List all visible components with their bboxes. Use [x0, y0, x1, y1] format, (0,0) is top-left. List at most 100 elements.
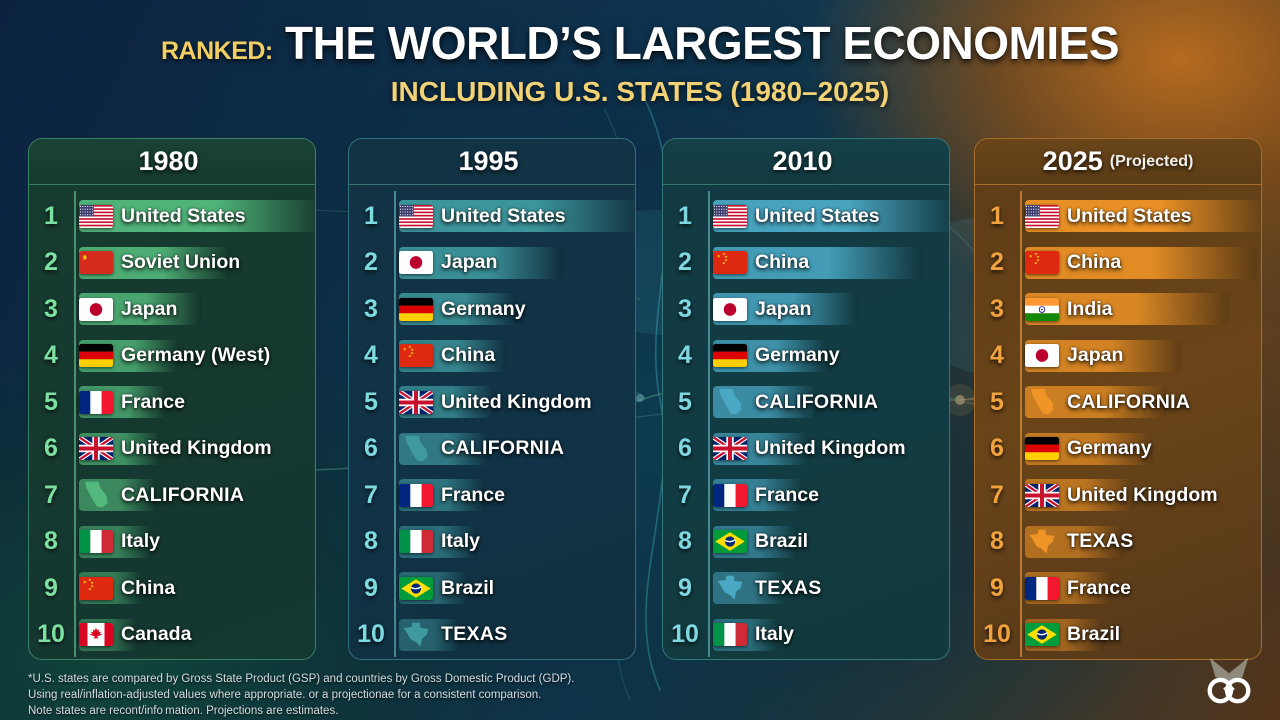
flag-de-icon — [399, 297, 433, 321]
rank-number: 7 — [44, 480, 58, 509]
rank-number: 1 — [44, 201, 58, 230]
economy-name: China — [441, 344, 496, 367]
ranking-row: 4 Japan — [975, 333, 1261, 380]
row-content: France — [1019, 576, 1131, 600]
rank-number: 9 — [364, 573, 378, 602]
row-content: China — [1019, 251, 1122, 275]
rank-number: 7 — [678, 480, 692, 509]
ranking-row: 9 France — [975, 565, 1261, 612]
row-content: Japan — [73, 297, 177, 321]
row-content: Soviet Union — [73, 251, 240, 275]
row-content: France — [707, 483, 819, 507]
economy-name: CALIFORNIA — [121, 483, 245, 506]
ranking-row: 3 India — [975, 286, 1261, 333]
economy-name: Germany — [1067, 437, 1152, 460]
economy-name: Japan — [441, 251, 498, 274]
ranking-row: 6 United Kingdom — [663, 426, 949, 473]
rank-bar — [713, 200, 949, 232]
economy-name: Brazil — [755, 530, 809, 553]
row-content: Italy — [707, 623, 795, 647]
row-content: India — [1019, 297, 1113, 321]
rank-number: 2 — [678, 248, 692, 277]
ranking-row: 4 Germany (West) — [29, 333, 315, 380]
ranking-row: 2 Soviet Union — [29, 240, 315, 287]
ranking-row: 8 Italy — [349, 519, 635, 566]
economy-name: China — [755, 251, 810, 274]
economy-name: United States — [121, 204, 246, 227]
flag-br-icon — [399, 576, 433, 600]
rank-bar — [1025, 293, 1229, 325]
ranking-row: 7 France — [349, 472, 635, 519]
flag-in-icon — [1025, 297, 1059, 321]
ranking-row: 2 Japan — [349, 240, 635, 287]
flag-fr-icon — [399, 483, 433, 507]
rank-number: 3 — [364, 294, 378, 323]
page-subtitle: INCLUDING U.S. STATES (1980–2025) — [390, 76, 890, 107]
column-header: 1995 — [349, 139, 635, 185]
ranking-row: 4 China — [349, 333, 635, 380]
ranking-board: 1980 1 United States 2 Soviet Union 3 — [0, 138, 1280, 668]
column-header: 2025 (Projected) — [975, 139, 1261, 185]
flag-fr-icon — [1025, 576, 1059, 600]
economy-name: United States — [441, 204, 566, 227]
column-rows: 1 United States 2 Japan 3 Germany — [349, 185, 635, 659]
rank-bar — [1025, 246, 1257, 279]
rank-bar — [713, 246, 923, 279]
ranking-row: 5 United Kingdom — [349, 379, 635, 426]
row-content: TEXAS — [1019, 527, 1134, 557]
economy-name: Brazil — [1067, 623, 1121, 646]
rank-number: 8 — [44, 527, 58, 556]
page-title: RANKED: THE WORLD’S LARGEST ECONOMIES — [0, 16, 1280, 70]
california-shape-icon — [405, 435, 428, 462]
economy-name: Italy — [755, 623, 795, 646]
ranking-row: 7 France — [663, 472, 949, 519]
flag-jp-icon — [713, 297, 747, 321]
flag-fr-icon — [713, 483, 747, 507]
row-content: Brazil — [393, 576, 495, 600]
column-rows: 1 United States 2 Soviet Union 3 Japan — [29, 185, 315, 659]
column-note: (Projected) — [1109, 152, 1194, 170]
rank-number: 3 — [678, 294, 692, 323]
rank-number: 5 — [678, 387, 692, 416]
rank-bar — [399, 200, 635, 232]
economy-name: Germany — [755, 344, 840, 367]
rank-number: 6 — [364, 434, 378, 463]
ranking-row: 3 Japan — [29, 286, 315, 333]
row-content: TEXAS — [393, 620, 508, 650]
rank-number: 4 — [990, 341, 1004, 370]
rank-number: 8 — [678, 527, 692, 556]
column-divider-line — [394, 191, 396, 657]
flag-cn-icon — [1025, 251, 1059, 275]
flag-su-icon — [79, 251, 113, 275]
ranking-row: 1 United States — [29, 193, 315, 240]
rank-number: 6 — [44, 434, 58, 463]
ranking-row: 1 United States — [975, 193, 1261, 240]
economy-name: China — [121, 576, 176, 599]
rank-number: 5 — [364, 387, 378, 416]
rank-number: 4 — [364, 341, 378, 370]
rank-number: 7 — [364, 480, 378, 509]
texas-shape-icon — [1029, 529, 1055, 554]
title-rest: THE WORLD’S LARGEST ECONOMIES — [285, 17, 1120, 69]
row-content: CALIFORNIA — [73, 480, 244, 510]
economy-name: Brazil — [441, 576, 495, 599]
economy-name: France — [441, 483, 505, 506]
ranking-row: 8 Italy — [29, 519, 315, 566]
ranking-row: 2 China — [663, 240, 949, 287]
california-shape-icon — [719, 389, 742, 415]
economy-name: United Kingdom — [1067, 483, 1218, 506]
flag-jp-icon — [399, 251, 433, 275]
economy-name: China — [1067, 251, 1122, 274]
ranking-row: 5 CALIFORNIA — [975, 379, 1261, 426]
row-content: CALIFORNIA — [1019, 387, 1190, 417]
economy-name: Japan — [1067, 344, 1124, 367]
rank-number: 7 — [990, 480, 1004, 509]
ranking-row: 9 Brazil — [349, 565, 635, 612]
rank-number: 10 — [671, 620, 699, 649]
flag-it-icon — [399, 530, 433, 554]
ranking-column-2025: 2025 (Projected) 1 United States 2 China… — [974, 138, 1262, 660]
column-rows: 1 United States 2 China 3 Japan — [663, 185, 949, 659]
column-header: 1980 — [29, 139, 315, 185]
rank-number: 4 — [678, 341, 692, 370]
rank-number: 10 — [357, 620, 385, 649]
